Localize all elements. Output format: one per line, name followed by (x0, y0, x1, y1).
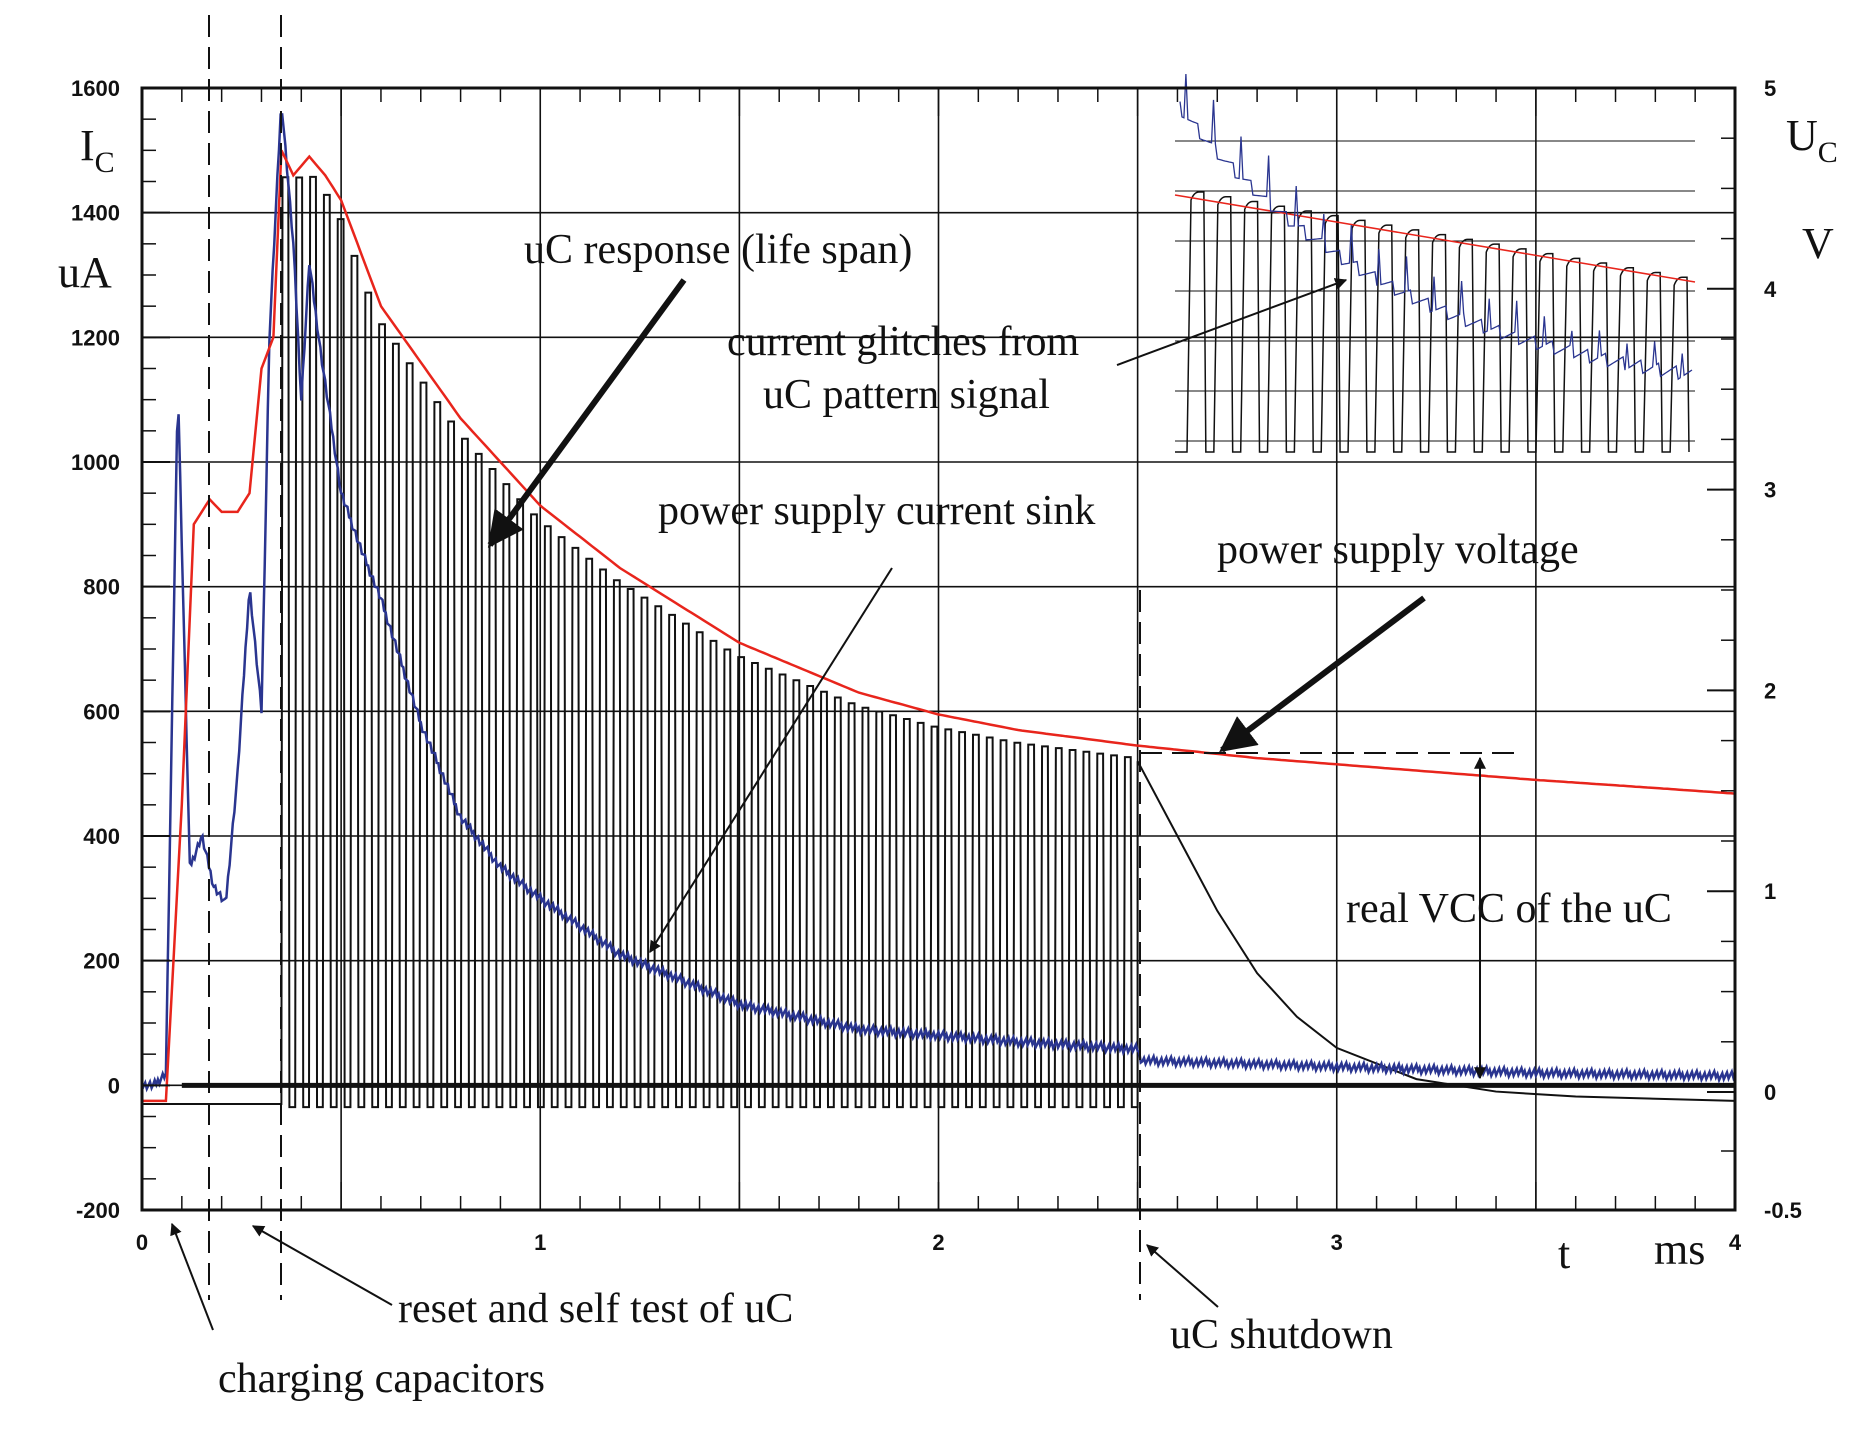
y-right-tick-label: 2 (1764, 678, 1776, 703)
annotation-charging: charging capacitors (218, 1356, 545, 1402)
y-left-unit: uA (58, 248, 112, 297)
x-tick-label: 3 (1331, 1230, 1343, 1255)
y-right-tick-label: -0.5 (1764, 1198, 1802, 1223)
inset-voltage (1174, 194, 1696, 283)
annotation-glitches-2: uC pattern signal (763, 372, 1050, 418)
series-current (142, 113, 1735, 1093)
inset-current (1179, 73, 1693, 381)
inset-pulses (1175, 191, 1690, 453)
y-left-tick-label: 400 (83, 824, 120, 849)
y-left-tick-label: 800 (83, 575, 120, 600)
y-left-tick-label: 1000 (71, 450, 120, 475)
annotation-uc-response: uC response (life span) (524, 227, 912, 273)
annotation-glitches-1: current glitches from (727, 319, 1080, 365)
annotation-current-sink: power supply current sink (658, 488, 1095, 534)
annotation-real-vcc: real VCC of the uC (1346, 886, 1672, 932)
y-right-unit: V (1802, 219, 1834, 268)
inset-zoom (1174, 73, 1696, 453)
y-right-tick-label: 0 (1764, 1080, 1776, 1105)
series-uc-response (142, 175, 1735, 1109)
y-left-tick-label: 600 (83, 699, 120, 724)
y-left-tick-label: 1600 (71, 76, 120, 101)
y-left-tick-label: 200 (83, 949, 120, 974)
tick-labels: 1600 1400 1200 1000 800 600 400 200 0 -200 5 4 3 2 1 0 -… (71, 76, 1802, 1255)
y-left-tick-label: -200 (76, 1198, 120, 1223)
annotation-supply-voltage: power supply voltage (1217, 527, 1579, 573)
y-right-tick-label: 3 (1764, 478, 1776, 503)
y-right-symbol: UC (1786, 111, 1838, 169)
annotation-reset: reset and self test of uC (398, 1286, 793, 1332)
x-symbol: t (1558, 1229, 1570, 1278)
y-right-tick-label: 5 (1764, 76, 1776, 101)
y-left-tick-label: 1200 (71, 325, 120, 350)
x-tick-label: 2 (932, 1230, 944, 1255)
y-left-tick-label: 1400 (71, 201, 120, 226)
y-left-tick-label: 0 (108, 1073, 120, 1098)
series-voltage (142, 149, 1735, 1103)
y-right-tick-label: 1 (1764, 879, 1776, 904)
x-tick-label: 0 (136, 1230, 148, 1255)
y-right-tick-label: 4 (1764, 277, 1777, 302)
x-unit: ms (1654, 1225, 1705, 1274)
x-tick-label: 4 (1729, 1230, 1742, 1255)
tick-marks (141, 87, 1735, 1211)
series-layer (142, 113, 1735, 1109)
x-tick-label: 1 (534, 1230, 546, 1255)
y-left-symbol: IC (80, 121, 115, 179)
annotation-arrows (170, 278, 1486, 1331)
annotation-shutdown: uC shutdown (1170, 1312, 1393, 1358)
